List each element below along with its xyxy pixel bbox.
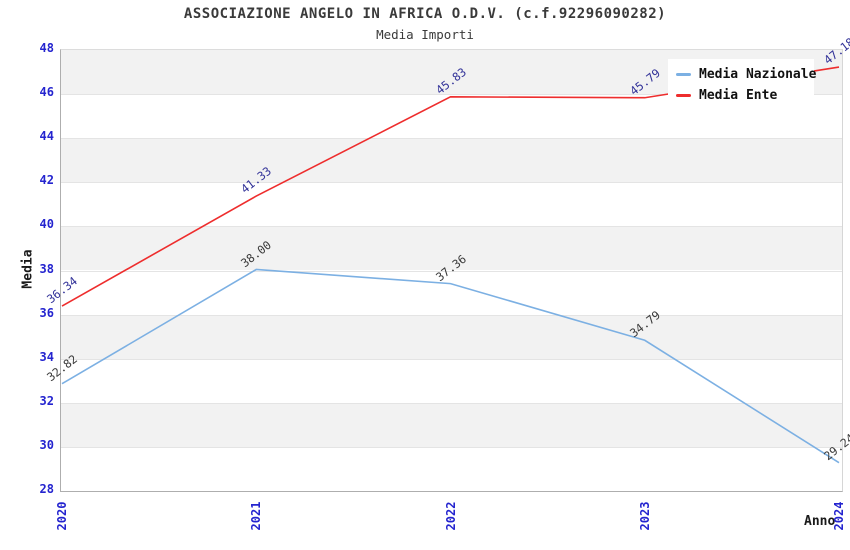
- y-axis-tick-label: 36: [39, 305, 54, 320]
- chart-subtitle: Media Importi: [376, 27, 474, 42]
- y-axis-tick-label: 42: [39, 173, 54, 188]
- grid-band: [61, 446, 842, 491]
- y-axis-tick-label: 38: [39, 261, 54, 276]
- grid-band: [61, 138, 842, 183]
- grid-band: [61, 314, 842, 359]
- nazionale-line-swatch-icon: [676, 73, 691, 76]
- chart-title: ASSOCIAZIONE ANGELO IN AFRICA O.D.V. (c.…: [183, 6, 667, 22]
- x-axis-title: Anno: [804, 514, 836, 529]
- legend-item-ente: Media Ente: [674, 85, 808, 106]
- grid-band: [61, 358, 842, 403]
- legend-item-nazionale: Media Nazionale: [674, 64, 816, 85]
- grid-band: [61, 402, 842, 447]
- x-axis-tick-label: 2023: [637, 501, 652, 531]
- y-axis-tick-label: 28: [39, 482, 54, 496]
- legend-label: Media Nazionale: [699, 67, 817, 82]
- x-axis-tick-label: 2020: [55, 501, 69, 531]
- y-axis-tick-label: 30: [39, 437, 54, 452]
- y-axis-tick-label: 46: [39, 85, 54, 100]
- x-axis-tick-label: 2021: [249, 501, 264, 531]
- grid-band: [61, 182, 842, 226]
- ente-line-swatch-icon: [676, 94, 691, 97]
- y-axis-tick-label: 34: [39, 349, 54, 364]
- y-axis-tick-label: 32: [39, 393, 54, 408]
- y-axis-tick-label: 44: [39, 129, 54, 144]
- y-axis-tick-label: 48: [39, 41, 54, 55]
- x-axis-tick-label: 2022: [443, 501, 458, 531]
- legend-label: Media Ente: [699, 88, 778, 103]
- legend: Media Nazionale Media Ente: [668, 59, 816, 112]
- grid-band: [61, 270, 842, 315]
- x-axis-tick-label: 2024: [832, 501, 846, 531]
- y-axis-tick-label: 40: [39, 217, 54, 232]
